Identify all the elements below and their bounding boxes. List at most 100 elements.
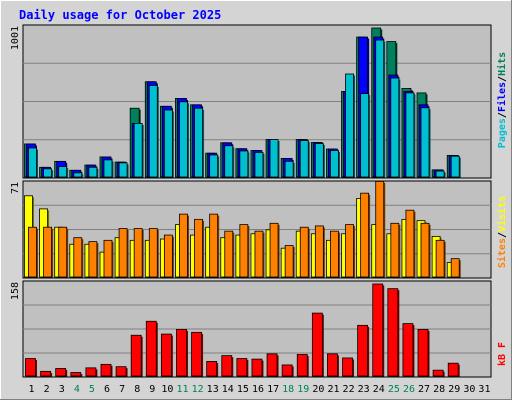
sites-bar — [299, 226, 309, 278]
pages-bar — [224, 145, 234, 178]
sites-bar — [254, 230, 264, 278]
kbytes-bar — [402, 323, 414, 377]
kbytes-bar — [55, 368, 67, 377]
kbytes-bar — [221, 355, 233, 377]
x-tick-label: 23 — [358, 384, 370, 395]
x-tick-label: 10 — [161, 384, 173, 395]
pages-bar — [118, 162, 128, 178]
x-tick-label: 28 — [433, 384, 445, 395]
x-tick-label: 6 — [104, 384, 110, 395]
kbytes-bar — [100, 363, 112, 377]
pages-bar — [88, 166, 98, 178]
sites-bar — [224, 230, 234, 278]
pages-bar — [28, 147, 37, 178]
kbytes-bar — [357, 324, 369, 377]
pages-bar — [314, 143, 324, 178]
kbytes-bar — [432, 369, 444, 377]
kbytes-bar — [115, 366, 127, 377]
sites-bar — [269, 222, 279, 278]
x-tick-label: 8 — [134, 384, 140, 395]
x-tick-label: 16 — [252, 384, 264, 395]
pages-bar — [375, 39, 385, 178]
pages-bar — [239, 150, 249, 178]
legend-separator: / — [497, 112, 508, 118]
sites-bar — [450, 258, 460, 278]
pages-bar — [405, 92, 415, 178]
x-tick-label: 4 — [74, 384, 80, 395]
pages-bar — [58, 166, 68, 178]
x-tick-label: 25 — [388, 384, 400, 395]
kbytes-bar — [145, 320, 157, 377]
sites-bar — [148, 228, 158, 278]
sites-bar — [314, 225, 324, 278]
x-tick-label: 20 — [312, 384, 324, 395]
kbytes-bar — [311, 312, 323, 377]
pages-bar — [330, 150, 339, 178]
pages-bar — [103, 159, 113, 178]
pages-bar — [163, 109, 173, 178]
x-tick-label: 12 — [192, 384, 204, 395]
x-tick-label: 2 — [44, 384, 50, 395]
x-tick-label: 22 — [343, 384, 355, 395]
sites-bar — [118, 228, 128, 278]
kbytes-bar — [417, 329, 429, 377]
sites-bar — [405, 209, 415, 278]
pages-bar — [43, 168, 52, 178]
x-tick-label: 31 — [478, 384, 490, 395]
sites-bar — [330, 230, 339, 278]
sites-bar — [103, 239, 113, 278]
legend-entry: Sites — [496, 238, 508, 268]
kbytes-bar — [191, 331, 202, 377]
pages-bar — [284, 160, 294, 178]
x-tick-label: 24 — [373, 384, 385, 395]
sites-bar — [375, 180, 385, 278]
kbytes-bar — [387, 288, 399, 377]
sites-bar — [209, 213, 219, 278]
x-tick-label: 11 — [176, 384, 188, 395]
sites-bar — [390, 222, 400, 278]
pages-bar — [209, 154, 219, 178]
x-tick-label: 27 — [418, 384, 430, 395]
pages-bar — [148, 85, 158, 178]
legend-entry: kB F — [497, 342, 508, 366]
x-tick-label: 30 — [463, 384, 475, 395]
kbytes-bar — [266, 353, 278, 377]
pages-bar — [194, 107, 203, 178]
pages-bar — [299, 140, 309, 178]
kbytes-bar — [40, 370, 51, 377]
sites-bar — [420, 222, 430, 278]
sites-bar — [58, 226, 68, 278]
pages-bar — [450, 155, 460, 178]
x-tick-label: 15 — [237, 384, 249, 395]
x-tick-label: 17 — [267, 384, 279, 395]
pages-bar — [390, 77, 400, 178]
pages-bar — [179, 101, 188, 178]
sites-bar — [163, 234, 173, 278]
x-tick-label: 26 — [403, 384, 415, 395]
x-tick-label: 7 — [119, 384, 125, 395]
legend-separator: / — [497, 232, 508, 238]
kbytes-bar — [281, 364, 293, 377]
sites-bar — [28, 226, 37, 278]
sites-bar — [179, 213, 188, 278]
x-tick-label: 5 — [89, 384, 95, 395]
pages-bar — [420, 107, 430, 178]
sites-bar — [239, 224, 249, 278]
kbytes-bar — [85, 367, 97, 377]
kbytes-bar — [296, 354, 308, 377]
chart-title: Daily usage for October 2025 — [19, 8, 221, 22]
sites-bar — [133, 228, 143, 278]
x-tick-label: 29 — [448, 384, 460, 395]
kbytes-bar — [25, 358, 36, 377]
kbytes-bar — [206, 361, 218, 377]
kbytes-bar — [70, 372, 82, 377]
legend-entry: Files — [496, 82, 508, 112]
kbytes-bar — [236, 358, 248, 377]
kbytes-bar — [372, 283, 384, 377]
legend-entry: Visits — [496, 196, 508, 232]
sites-bar — [435, 239, 445, 278]
x-tick-label: 14 — [222, 384, 234, 395]
